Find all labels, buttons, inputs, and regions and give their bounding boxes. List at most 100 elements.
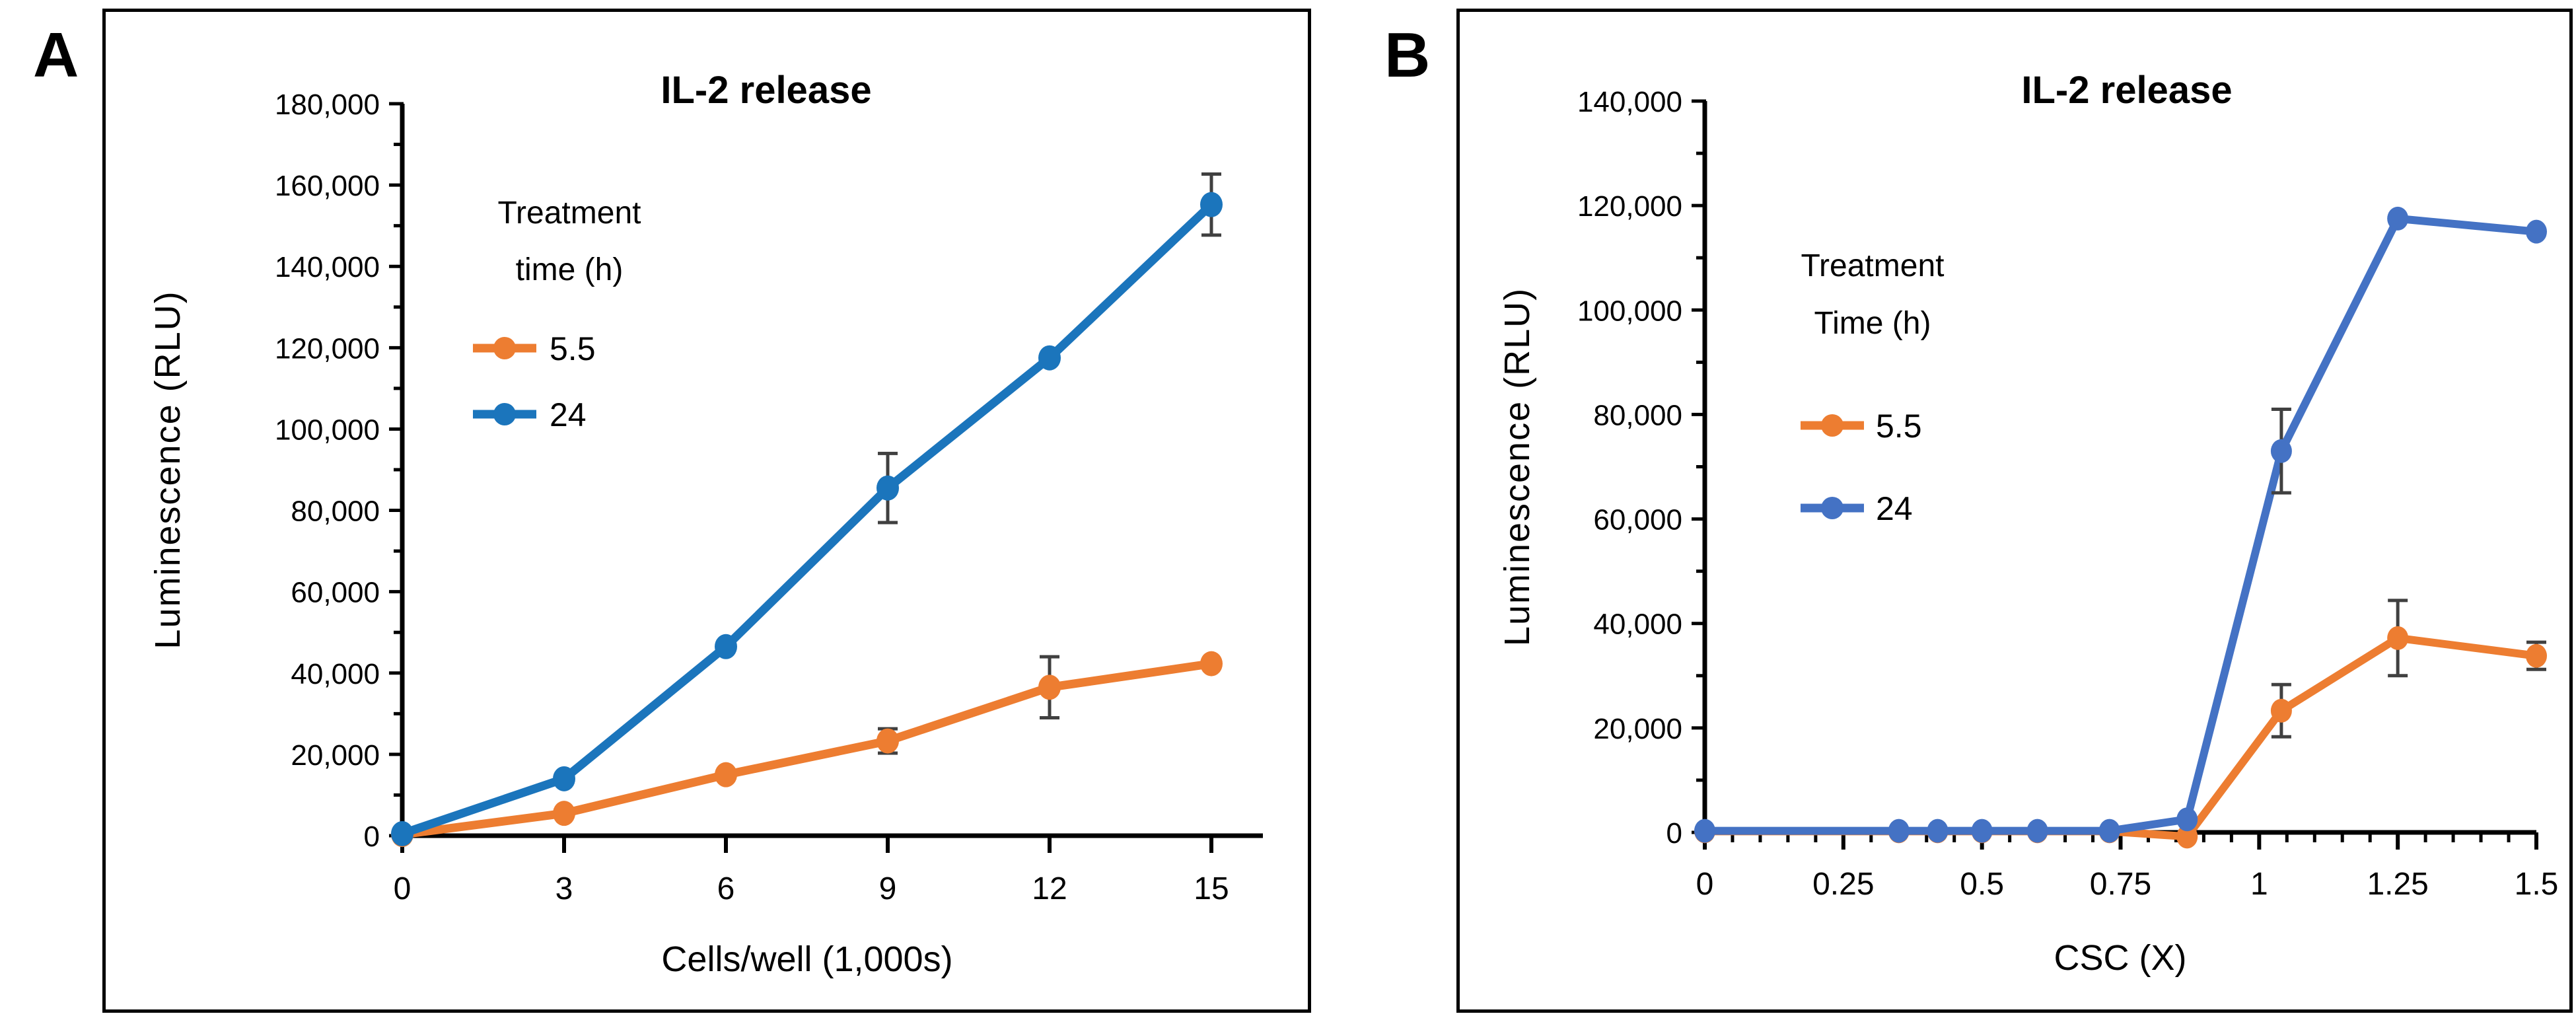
x-tick-label: 1.5 [2515,867,2559,902]
panel-a-letter: A [33,20,79,91]
y-tick-label: 160,000 [275,170,380,202]
y-tick-label: 140,000 [1577,86,1682,118]
x-axis-ticks: 0 3 6 9 12 15 [394,836,1229,906]
legend-item-24: 24 [1801,490,1913,527]
legend-item-label: 24 [550,396,587,433]
series-5.5 [391,651,1223,848]
legend-marker-dot [493,403,516,425]
plot-area: IL-2 release020,00040,00060,00080,000100… [1497,69,2558,978]
legend-title-line1: Treatment [498,196,641,231]
series-24-marker [2176,807,2198,832]
y-tick-label: 80,000 [291,495,380,528]
series-24-marker [2026,819,2048,843]
x-tick-label: 6 [717,871,735,906]
legend-marker-dot [493,337,516,359]
legend-marker-dot [1821,497,1843,519]
y-tick-label: 120,000 [275,332,380,365]
legend-item-label: 24 [1876,490,1913,527]
series-5.5-marker [2270,698,2292,723]
y-axis-title: Luminescence (RLU) [1497,287,1537,646]
y-axis-title: Luminescence (RLU) [148,290,188,649]
x-tick-label: 1.25 [2367,867,2428,902]
y-tick-label: 40,000 [1593,608,1682,641]
series-5.5-marker [1038,675,1061,700]
legend: Treatment time (h) 5.5 24 [473,196,641,433]
x-tick-label: 1 [2250,867,2268,902]
series-5.5-marker [1200,651,1223,676]
series-5.5-marker [877,728,899,754]
series-24-marker [2387,206,2409,231]
y-tick-label: 100,000 [275,414,380,446]
series-5.5-marker [2387,626,2409,650]
legend-item-24: 24 [473,396,587,433]
y-tick-label: 0 [364,821,380,853]
x-tick-label: 0 [1696,867,1714,902]
legend-item-label: 5.5 [1876,408,1922,445]
series-5.5-error-bars [2271,599,2546,739]
y-tick-label: 60,000 [1593,504,1682,536]
legend-marker-dot [1821,414,1843,437]
series-5.5-line [1701,634,2540,841]
series-24-marker [2270,439,2292,463]
y-tick-label: 100,000 [1577,295,1682,327]
series-24-marker [877,475,899,501]
x-tick-label: 0 [394,871,411,906]
y-tick-label: 20,000 [1593,713,1682,745]
series-24-line [1701,214,2540,835]
legend: Treatment Time (h) 5.5 24 [1801,248,1944,527]
series-24-marker [1694,819,1715,843]
legend-title-line2: Time (h) [1814,306,1931,341]
series-24-marker [1200,192,1223,217]
series-24 [1694,206,2547,843]
series-5.5-marker [2526,643,2547,668]
x-axis-title: CSC (X) [2054,938,2187,978]
series-24-marker [1927,819,1949,843]
y-tick-label: 120,000 [1577,190,1682,223]
x-tick-label: 9 [879,871,897,906]
y-tick-label: 20,000 [291,739,380,772]
legend-item-5.5: 5.5 [1801,408,1922,445]
x-tick-label: 15 [1194,871,1229,906]
panel-a-chart: IL-2 release 0 20,000 40,000 60,000 80,000 100… [148,69,1263,979]
legend-title-line1: Treatment [1801,248,1945,283]
y-tick-label: 180,000 [275,89,380,121]
x-tick-label: 0.25 [1812,867,1874,902]
plot-area: IL-2 release 0 20,000 40,000 60,000 80,000 100… [148,69,1263,979]
x-axis-ticks: 0 0.25 0.5 0.75 1 1.25 1.5 [1696,832,2559,902]
chart-title: IL-2 release [661,69,871,112]
series-24-marker [553,766,575,791]
series-24-marker [1888,819,1910,843]
x-tick-label: 12 [1032,871,1067,906]
legend-title-line2: time (h) [516,252,624,287]
series-5.5-marker [715,762,737,787]
y-tick-label: 0 [1666,817,1682,850]
series-24-marker [391,821,413,846]
series-5.5-marker [553,801,575,826]
x-tick-label: 0.75 [2090,867,2151,902]
x-tick-label: 3 [555,871,573,906]
panel-a: IL-2 release 0 20,000 40,000 60,000 80,000 100… [102,9,1311,1013]
x-tick-label: 0.5 [1960,867,2004,902]
legend-item-5.5: 5.5 [473,330,596,367]
y-tick-label: 60,000 [291,577,380,609]
y-axis-ticks: 0 20,000 40,000 60,000 80,000 100,000 120,000 1… [1577,86,1706,850]
series-24 [391,172,1223,846]
panel-b-letter: B [1384,20,1431,91]
series-5.5-line [398,659,1216,839]
panel-b: IL-2 release 0 20,000 40,000 60,000 80,000 100… [1456,9,2573,1013]
series-24-marker [2098,819,2120,843]
series-24-marker [2526,219,2547,244]
panel-b-chart: IL-2 release020,00040,00060,00080,000100… [1497,69,2558,978]
x-axis-title: Cells/well (1,000s) [661,939,952,979]
legend-item-label: 5.5 [550,330,596,367]
y-axis-ticks: 0 20,000 40,000 60,000 80,000 100,000 120,000 1… [275,89,404,853]
series-24-line [398,200,1216,838]
y-tick-label: 140,000 [275,251,380,283]
y-tick-label: 80,000 [1593,399,1682,431]
series-5.5 [1694,599,2547,849]
series-24-marker [715,634,737,659]
y-tick-label: 40,000 [291,658,380,690]
series-24-marker [1038,345,1061,371]
series-5.5-marker [2176,824,2198,849]
